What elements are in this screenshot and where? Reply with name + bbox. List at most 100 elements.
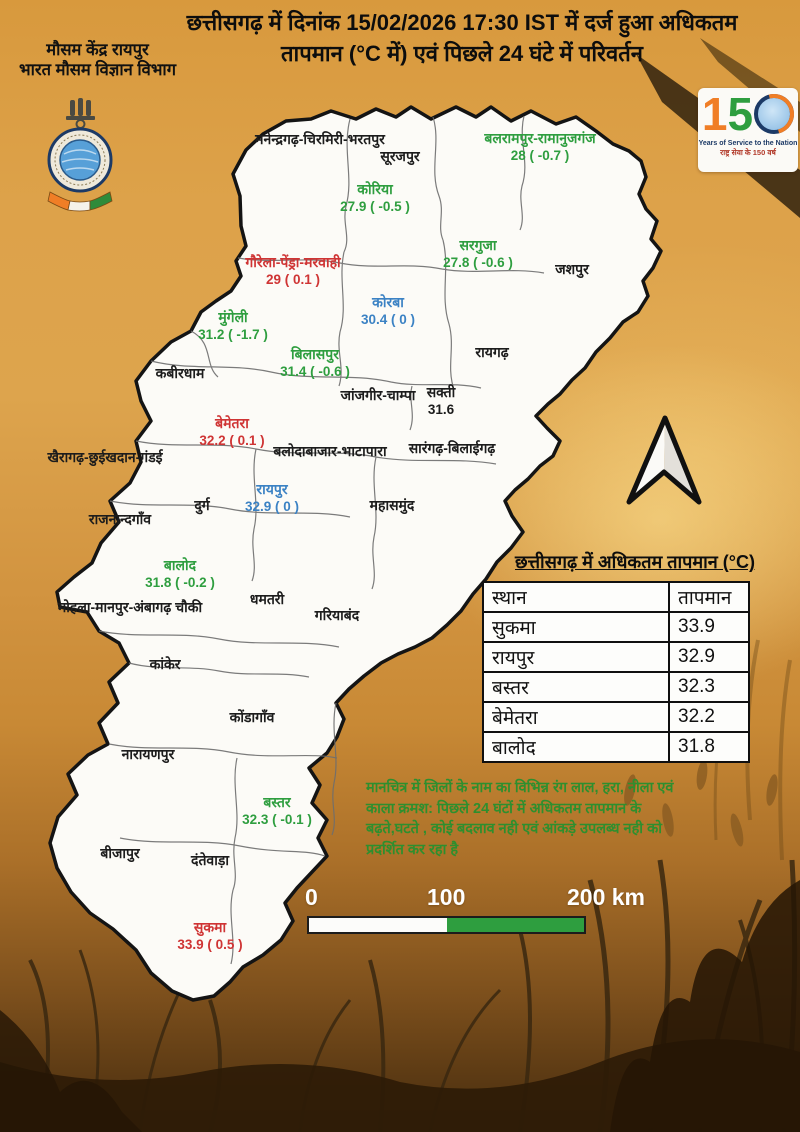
temperature-table-title: छत्तीसगढ़ में अधिकतम तापमान (°C) (514, 552, 755, 572)
district-name: धमतरी (249, 591, 285, 607)
logo-150-digits: 1 5 (701, 88, 795, 140)
org-line2: भारत मौसम विज्ञान विभाग (18, 61, 176, 80)
table-cell: बस्तर (482, 671, 670, 703)
district-name: बिलासपुर (291, 346, 339, 362)
table-cell: 32.9 (668, 641, 750, 673)
temperature-table: स्थान तापमान सुकमा 33.9 रायपुर 32.9 बस्तर 32.3 ब… (482, 581, 750, 763)
table-cell: 33.9 (668, 611, 750, 643)
district-name: बेमेतरा (215, 415, 249, 431)
district-name: सरगुजा (459, 237, 497, 253)
district-label: सक्ती 31.6 (427, 383, 456, 419)
district-name: दंतेवाड़ा (191, 852, 229, 868)
table-cell: बालोद (482, 731, 670, 763)
district-name: बीजापुर (100, 845, 140, 861)
district-name: सक्ती (426, 384, 456, 400)
scale-bar-graphic (307, 916, 586, 934)
logo-caption-english: Years of Service to the Nation (698, 140, 798, 147)
district-name: सूरजपुर (380, 148, 420, 164)
district-label: सारंगढ़-बिलाईगढ़ (409, 439, 496, 457)
district-temperature-value: 32.9 ( 0 ) (244, 499, 300, 515)
district-name: बालोद (163, 557, 197, 573)
district-name: कोरबा (372, 294, 404, 310)
district-label: मनेन्द्रगढ़-चिरमिरी-भरतपुर (255, 130, 385, 148)
district-label: कोंडागाँव (230, 708, 275, 726)
district-temperature-value: 32.2 ( 0.1 ) (199, 433, 265, 449)
scale-label-0: 0 (305, 884, 318, 910)
table-row: बालोद 31.8 (482, 731, 750, 763)
page-title-line1: छत्तीसगढ़ में दिनांक 15/02/2026 17:30 IS… (186, 10, 738, 35)
district-name: नारायणपुर (121, 746, 175, 762)
district-label: दंतेवाड़ा (191, 851, 229, 869)
table-header-cell: स्थान (482, 581, 670, 613)
table-row: बेमेतरा 32.2 (482, 701, 750, 733)
table-cell: 31.8 (668, 731, 750, 763)
scale-bar-green-half (446, 918, 584, 932)
district-label: सरगुजा 27.8 ( -0.6 ) (443, 236, 513, 272)
district-temperature-value: 31.8 ( -0.2 ) (145, 575, 215, 591)
district-name: कोंडागाँव (229, 709, 275, 725)
district-label: महासमुंद (370, 496, 415, 514)
district-label: बालोद 31.8 ( -0.2 ) (145, 556, 215, 592)
district-temperature-value: 29 ( 0.1 ) (265, 272, 321, 288)
district-label: कोरबा 30.4 ( 0 ) (361, 293, 415, 329)
district-label: मोहला-मानपुर-अंबागढ़ चौकी (58, 598, 202, 616)
district-label: सूरजपुर (380, 147, 419, 165)
district-temperature-value: 27.8 ( -0.6 ) (443, 255, 513, 271)
district-label: रायगढ़ (475, 343, 508, 361)
logo-digit-5: 5 (727, 88, 754, 140)
district-temperature-value: 30.4 ( 0 ) (360, 312, 416, 328)
district-name: महासमुंद (369, 497, 415, 513)
map-scale-bar: 0 100 200 km (303, 884, 648, 936)
district-temperature-value: 33.9 ( 0.5 ) (177, 937, 243, 953)
district-label: बीजापुर (100, 844, 139, 862)
imd-150-years-logo: 1 5 Years of Service to the Nation राष्ट… (698, 88, 798, 172)
district-name: गरियाबंद (314, 607, 360, 623)
district-label: रायपुर 32.9 ( 0 ) (245, 480, 299, 516)
district-label: दुर्ग (194, 496, 209, 514)
district-temperature-value: 31.4 ( -0.6 ) (280, 364, 350, 380)
logo-digit-1: 1 (701, 88, 728, 140)
district-name: सारंगढ़-बिलाईगढ़ (408, 440, 496, 456)
district-temperature-value: 28 ( -0.7 ) (510, 148, 570, 164)
district-name: रायगढ़ (475, 344, 509, 360)
district-name: राजनान्दगाँव (88, 511, 152, 527)
district-label: बेमेतरा 32.2 ( 0.1 ) (199, 414, 264, 450)
page-title: छत्तीसगढ़ में दिनांक 15/02/2026 17:30 IS… (126, 8, 798, 70)
table-cell: 32.2 (668, 701, 750, 733)
district-name: बलरामपुर-रामानुजगंज (484, 130, 596, 146)
district-name: बलोदाबाजार-भाटापारा (273, 443, 387, 459)
district-name: जशपुर (555, 261, 589, 277)
district-label: धमतरी (250, 590, 284, 608)
district-name: सुकमा (193, 919, 227, 935)
table-cell: रायपुर (482, 641, 670, 673)
district-name: बस्तर (263, 794, 291, 810)
logo-globe-icon (754, 94, 795, 134)
color-legend-note: मानचित्र में जिलों के नाम का विभिन्न रंग… (366, 780, 674, 858)
table-row: रायपुर 32.9 (482, 641, 750, 673)
district-name: कांकेर (149, 656, 181, 672)
district-label: बस्तर 32.3 ( -0.1 ) (242, 793, 312, 829)
table-row: सुकमा 33.9 (482, 611, 750, 643)
table-row: बस्तर 32.3 (482, 671, 750, 703)
district-label: गरियाबंद (315, 606, 359, 624)
district-temperature-value: 31.2 ( -1.7 ) (198, 327, 268, 343)
logo-caption-hindi: राष्ट्र सेवा के 150 वर्ष (720, 148, 776, 157)
district-label: बलोदाबाजार-भाटापारा (273, 442, 386, 460)
district-name: मोहला-मानपुर-अंबागढ़ चौकी (57, 599, 203, 615)
district-label: मुंगेली 31.2 ( -1.7 ) (198, 308, 268, 344)
district-name: मुंगेली (218, 309, 248, 325)
district-label: कबीरधाम (156, 364, 205, 382)
district-label: कोरिया 27.9 ( -0.5 ) (340, 180, 410, 216)
district-temperature-value: 27.9 ( -0.5 ) (340, 199, 410, 215)
district-label: जांजगीर-चाम्पा (341, 386, 416, 404)
district-label: बलरामपुर-रामानुजगंज 28 ( -0.7 ) (484, 129, 595, 165)
district-name: जांजगीर-चाम्पा (340, 387, 416, 403)
table-header-row: स्थान तापमान (482, 581, 750, 613)
org-line1: मौसम केंद्र रायपुर (46, 41, 149, 59)
district-name: कबीरधाम (155, 365, 205, 381)
table-cell: बेमेतरा (482, 701, 670, 733)
district-name: गौरेला-पेंड्रा-मरवाही (245, 254, 341, 270)
scale-label-200km: 200 km (567, 884, 646, 910)
